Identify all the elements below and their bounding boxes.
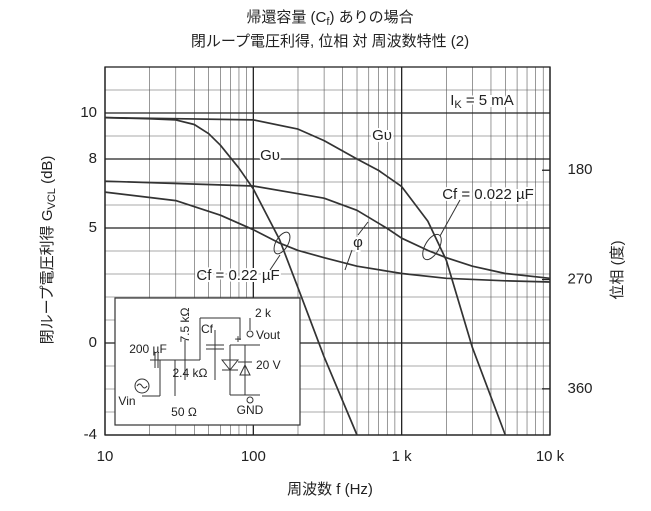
annotation-part: = 5 mA: [462, 92, 514, 109]
y-label-sub: VCL: [46, 188, 58, 209]
x-tick-label: 10 k: [536, 448, 565, 465]
inset-label: 200 µF: [129, 342, 167, 356]
title-part: 帰還容量 (C: [246, 8, 326, 26]
y-label-part: 閉ループ電圧利得 G: [39, 209, 56, 344]
title-sub: f: [326, 16, 330, 28]
annotation-part: φ: [353, 234, 363, 251]
inset-label: Vin: [118, 394, 135, 408]
annotation-part: Gυ: [372, 127, 392, 144]
annotation-leaders: [269, 199, 461, 271]
inset-label: Cf: [201, 322, 214, 336]
y-tick-label: 10: [80, 104, 97, 121]
x-axis-label: 周波数 f (Hz): [287, 481, 373, 498]
y-tick-label: 8: [89, 150, 97, 167]
inset-label: 20 V: [256, 358, 281, 372]
annotation-part: I: [450, 92, 454, 109]
y-label-part: (dB): [39, 156, 56, 189]
data-line: [104, 116, 507, 436]
y2-tick-label: 360: [567, 380, 592, 397]
inset-label: 2 k: [255, 306, 272, 320]
annotation: Gυ: [372, 127, 392, 144]
inset-label: 2.4 kΩ: [173, 366, 208, 380]
annotation-part: Gυ: [260, 147, 280, 164]
plot: Gυ Gυ IK = 5 mA Cf = 0.022 µF Cf = 0.22 µF φ: [104, 90, 551, 436]
y2-tick-label: 180: [567, 161, 592, 178]
annotation-part: Cf = 0.22 µF: [196, 267, 279, 284]
plot-frame: [104, 66, 551, 436]
annotation: Gυ: [260, 147, 280, 164]
y2-axis-label: 位相 (度): [609, 240, 626, 299]
data-line: [104, 191, 551, 283]
annotation: φ: [353, 234, 363, 251]
x-tick-label: 100: [241, 448, 266, 465]
circuit-wires: [134, 317, 260, 404]
x-tick-label: 1 k: [392, 448, 413, 465]
y2-tick-label: 270: [567, 271, 592, 288]
annotation: IK = 5 mA: [450, 92, 514, 111]
chart-title: 帰還容量 (Cf) ありの場合: [246, 8, 413, 28]
title-part: ) ありの場合: [329, 9, 413, 26]
circuit-inset: 2 k Cf Vout 7.5 kΩ 200 µF 2.4 kΩ 20 V Vin 50 Ω GN…: [114, 297, 301, 426]
annotation: Cf = 0.022 µF: [442, 186, 534, 203]
annotation-part: Cf = 0.022 µF: [442, 186, 534, 203]
y-tick-label: 5: [89, 219, 97, 236]
inset-label: Vout: [256, 328, 281, 342]
inset-label: 50 Ω: [171, 405, 197, 419]
x-tick-label: 10: [97, 448, 114, 465]
y-tick-label: 0: [89, 334, 97, 351]
inset-label: GND: [237, 403, 264, 417]
inset-label: +: [234, 332, 241, 346]
chart-subtitle: 閉ループ電圧利得, 位相 対 周波数特性 (2): [191, 33, 469, 50]
inset-label: 7.5 kΩ: [178, 307, 192, 342]
y-axis-label: 閉ループ電圧利得 GVCL (dB): [39, 156, 58, 345]
y-tick-label: -4: [84, 426, 97, 443]
data-line: [104, 116, 358, 436]
annotation: Cf = 0.22 µF: [196, 267, 279, 284]
annotation-sub: K: [454, 99, 462, 111]
inset-box: [114, 297, 301, 426]
data-line: [104, 180, 551, 280]
